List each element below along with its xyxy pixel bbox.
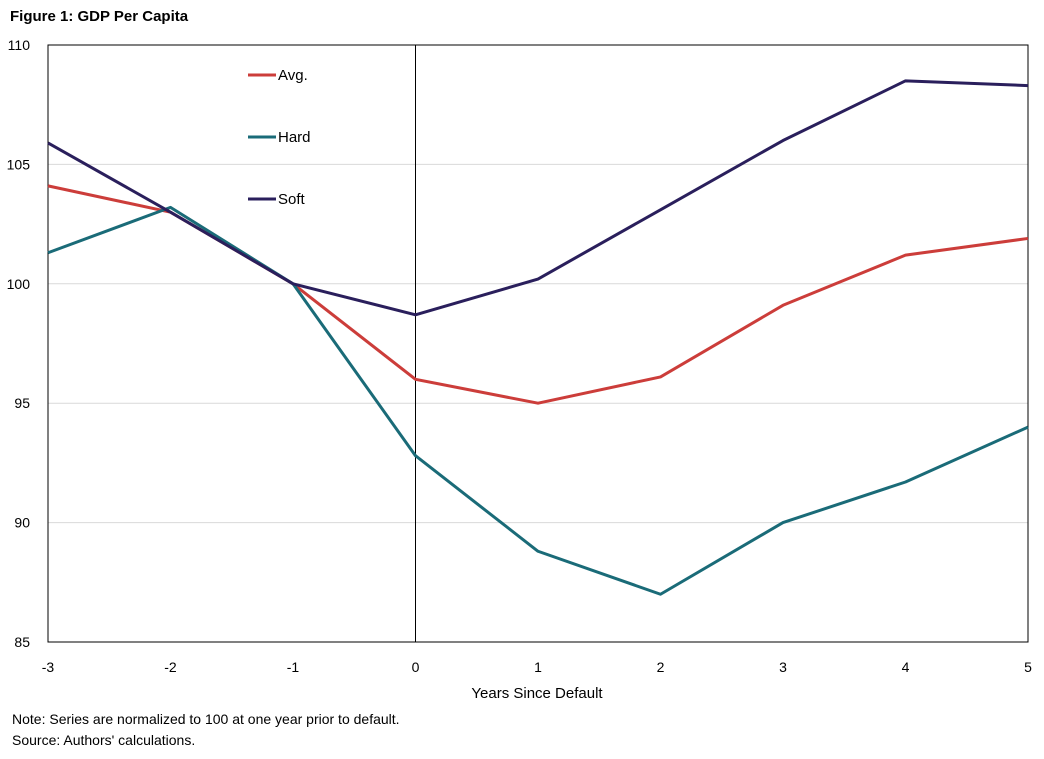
x-axis-label: Years Since Default (471, 685, 603, 702)
x-tick-label-2: 2 (657, 659, 665, 675)
x-tick-label-5: 5 (1024, 659, 1032, 675)
x-tick-label--2: -2 (164, 659, 177, 675)
gridlines (48, 44, 1028, 524)
figure-title: Figure 1: GDP Per Capita (10, 8, 189, 25)
x-tick-label-1: 1 (534, 659, 542, 675)
x-tick-label-4: 4 (902, 659, 910, 675)
x-tick-label-0: 0 (412, 659, 420, 675)
y-tick-label-110: 110 (8, 37, 31, 53)
y-tick-label-100: 100 (7, 276, 31, 292)
legend-label-hard: Hard (278, 129, 311, 146)
y-tick-labels: 85 90 95 100 105 110 (7, 37, 31, 650)
series-line-hard (47, 205, 1029, 596)
x-tick-label--1: -1 (287, 659, 300, 675)
series-lines (47, 79, 1029, 596)
footnote-note: Note: Series are normalized to 100 at on… (12, 711, 400, 727)
x-tick-label-3: 3 (779, 659, 787, 675)
y-tick-label-105: 105 (7, 156, 31, 172)
y-tick-label-95: 95 (14, 395, 30, 411)
legend-label-avg: Avg. (278, 67, 308, 84)
legend: Avg. Hard Soft (248, 67, 311, 208)
series-line-avg (47, 184, 1029, 405)
x-tick-labels: -3 -2 -1 0 1 2 3 4 5 (42, 659, 1032, 675)
plot-frame (47, 44, 1029, 643)
axes (47, 44, 1029, 643)
footnote-source: Source: Authors' calculations. (12, 732, 196, 748)
y-tick-label-85: 85 (14, 634, 30, 650)
y-tick-label-90: 90 (14, 515, 30, 531)
x-tick-label--3: -3 (42, 659, 55, 675)
legend-label-soft: Soft (278, 191, 306, 208)
series-line-soft (47, 79, 1029, 317)
